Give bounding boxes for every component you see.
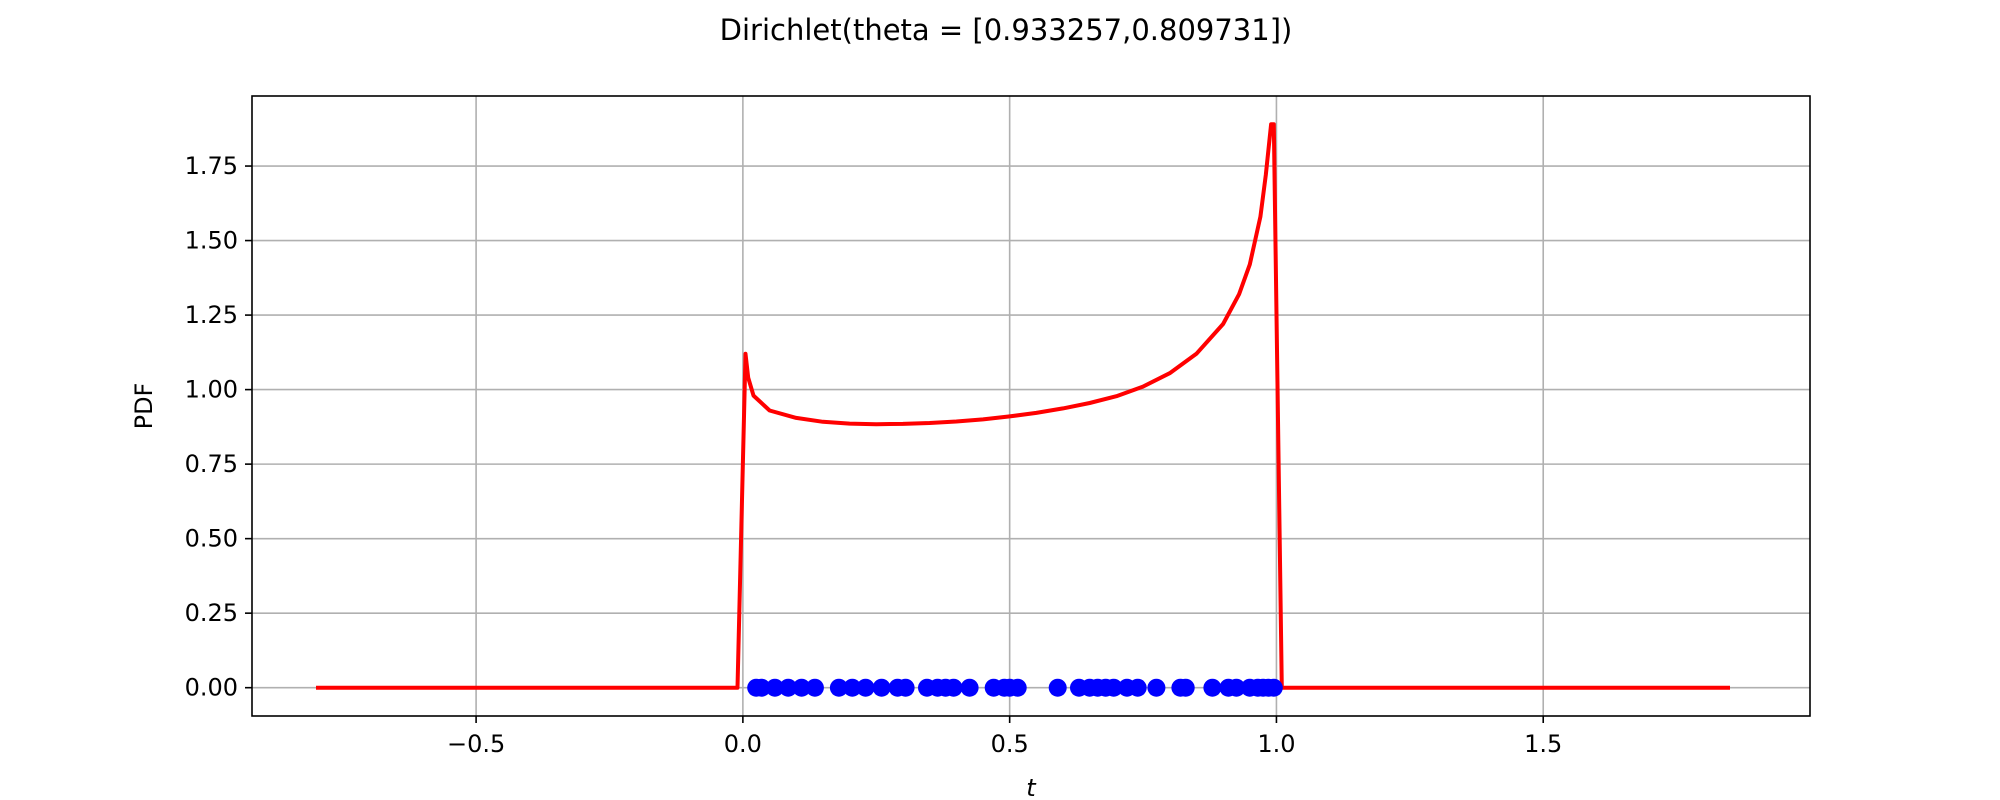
sample-point (805, 678, 824, 697)
sample-point (896, 678, 915, 697)
sample-point (1203, 678, 1222, 697)
y-tick-label: 0.75 (185, 450, 238, 478)
grid-lines (252, 96, 1810, 716)
tick-layer: −0.5 0.0 0.5 1.0 1.5 0.00 0.25 0.50 0.75 1.00 1.25… (185, 152, 1563, 758)
sample-point (1227, 678, 1246, 697)
plot-frame (251, 95, 1811, 717)
sample-point (1176, 678, 1195, 697)
x-tick-label: 1.0 (1257, 730, 1295, 758)
sample-point (779, 678, 798, 697)
y-tick-label: 1.75 (185, 152, 238, 180)
chart-title: Dirichlet(theta = [0.933257,0.809731]) (720, 13, 1293, 47)
pdf-line (316, 122, 1730, 690)
sample-point (829, 678, 848, 697)
y-tick-label: 0.25 (185, 599, 238, 627)
sample-point (944, 678, 963, 697)
series-layer (316, 122, 1730, 697)
sample-point (1147, 678, 1166, 697)
sample-point (872, 678, 891, 697)
sample-point (765, 678, 784, 697)
y-tick-label: 1.25 (185, 301, 238, 329)
sample-point (792, 678, 811, 697)
x-axis-label: t (1026, 774, 1037, 800)
sample-point (1104, 678, 1123, 697)
sample-point (843, 678, 862, 697)
sample-point (960, 678, 979, 697)
sample-point (856, 678, 875, 697)
y-tick-label: 0.00 (185, 674, 238, 702)
y-axis-label: PDF (130, 383, 158, 430)
sample-point (1048, 678, 1067, 697)
sample-point (752, 678, 771, 697)
x-tick-label: −0.5 (447, 730, 505, 758)
sample-point (1128, 678, 1147, 697)
x-tick-label: 0.0 (724, 730, 762, 758)
y-tick-label: 1.50 (185, 227, 238, 255)
y-tick-label: 0.50 (185, 525, 238, 553)
sample-point (1008, 678, 1027, 697)
x-tick-label: 1.5 (1524, 730, 1562, 758)
x-tick-label: 0.5 (991, 730, 1029, 758)
sample-point (1264, 678, 1283, 697)
y-tick-label: 1.00 (185, 376, 238, 404)
